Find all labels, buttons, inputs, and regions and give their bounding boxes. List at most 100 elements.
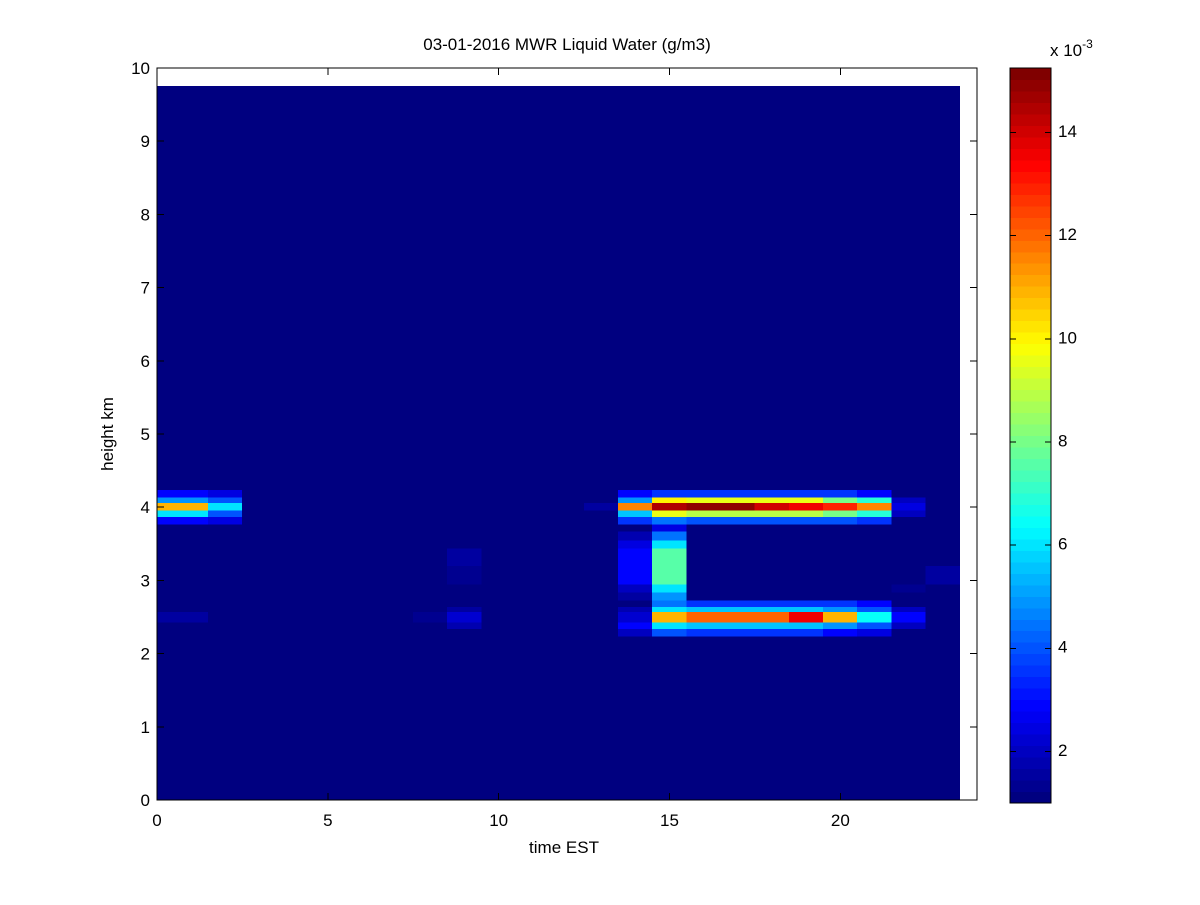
heatmap-cell [720,628,756,637]
heatmap-cell [310,611,346,623]
heatmap-cell [310,583,346,593]
heatmap-cell [310,628,346,637]
heatmap-cell [583,86,619,490]
heatmap-cell [207,489,243,498]
colorbar-segment [1010,768,1051,781]
heatmap-cell [754,516,790,525]
heatmap-cell [156,496,209,504]
heatmap-cell [207,502,243,511]
heatmap-cell [515,565,551,585]
heatmap-cell [447,539,482,549]
colorbar-segment [1010,446,1051,459]
heatmap-cell [156,583,209,593]
heatmap-cell [156,565,209,585]
heatmap-cell [276,565,312,585]
heatmap-cell [686,591,722,601]
heatmap-cell [412,599,448,608]
colorbar-segment [1010,515,1051,528]
heatmap-cell [310,599,346,608]
heatmap-cell [447,496,482,504]
heatmap-cell [310,489,346,498]
heatmap-cell [378,509,414,518]
heatmap-cell [788,516,824,525]
heatmap-cell [481,547,517,567]
heatmap-cell [891,606,927,613]
heatmap-cell [447,599,482,608]
heatmap-cell [447,86,482,490]
heatmap-cell [583,509,619,518]
heatmap-cell [857,523,892,532]
multiplier-base: x 10 [1050,41,1082,60]
heatmap-cell [925,621,961,630]
heatmap-cell [788,502,824,511]
heatmap-cell [378,496,414,504]
heatmap-cell [549,496,585,504]
heatmap-cell [754,496,790,504]
colorbar-segment [1010,642,1051,655]
heatmap-cell [891,599,927,608]
heatmap-cell [481,621,517,630]
heatmap-cell [276,523,312,532]
heatmap-cell [857,496,892,504]
heatmap-cell [378,565,414,585]
colorbar-segment [1010,332,1051,345]
x-tick-label: 0 [152,811,161,830]
colorbar-segment [1010,102,1051,115]
heatmap-cell [344,547,380,567]
heatmap-cell [310,516,346,525]
heatmap-cell [617,599,653,608]
heatmap-cell [583,583,619,593]
heatmap-cell [276,547,312,567]
heatmap-cell [788,583,824,593]
heatmap-cell [412,509,448,518]
heatmap-cell [344,628,380,637]
heatmap-cell [412,531,448,541]
heatmap-cell [344,606,380,613]
heatmap-cell [549,539,585,549]
heatmap-cell [720,599,756,608]
heatmap-cell [378,539,414,549]
heatmap-cell [207,565,243,585]
heatmap-cell [857,635,892,801]
heatmap-cell [754,599,790,608]
colorbar-tick-label: 12 [1058,225,1077,244]
colorbar-segment [1010,688,1051,701]
heatmap-cell [447,611,482,623]
heatmap-cell [891,628,927,637]
colorbar-segment [1010,573,1051,586]
colorbar-segment [1010,217,1051,230]
heatmap-cell [891,539,927,549]
colorbar-tick-label: 8 [1058,431,1067,450]
heatmap-cell [652,591,687,601]
colorbar-segment [1010,745,1051,758]
heatmap-cell [156,591,209,601]
heatmap-cell [686,628,722,637]
colorbar-segment [1010,619,1051,632]
heatmap-cell [242,611,277,623]
heatmap-cell [822,583,858,593]
heatmap-cell [617,489,653,498]
heatmap-cell [686,531,722,541]
heatmap-cell [925,531,961,541]
heatmap-cell [276,502,312,511]
x-tick-label: 5 [323,811,332,830]
heatmap-cell [857,591,892,601]
heatmap-cell [788,591,824,601]
heatmap-cell [447,583,482,593]
heatmap-cell [720,583,756,593]
heatmap-cell [822,621,858,630]
heatmap-cell [754,606,790,613]
heatmap-cell [515,599,551,608]
colorbar-segment [1010,251,1051,264]
heatmap-cell [925,539,961,549]
heatmap-cell [925,509,961,518]
heatmap-cell [412,489,448,498]
heatmap-cell [891,591,927,601]
colorbar-segment [1010,711,1051,724]
heatmap-cell [754,531,790,541]
heatmap-cell [788,539,824,549]
heatmap-cell [412,86,448,490]
heatmap-cell [481,565,517,585]
heatmap-cell [549,565,585,585]
colorbar-segment [1010,596,1051,609]
